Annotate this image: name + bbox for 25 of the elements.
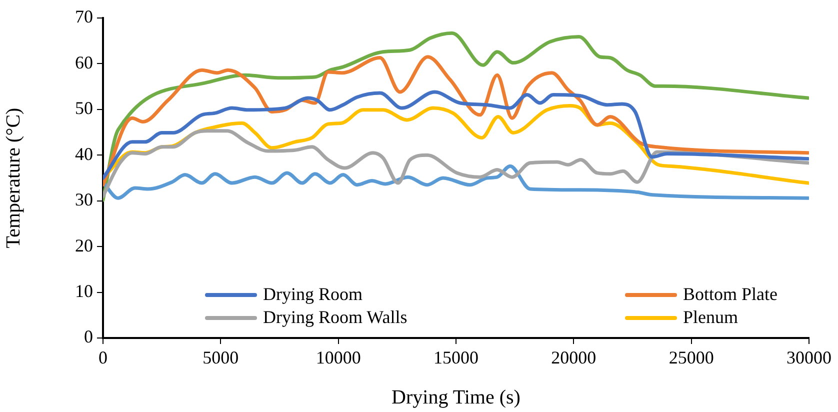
y-tick-label: 20 xyxy=(75,235,93,256)
y-axis-title: Temperature (°C) xyxy=(2,108,24,248)
legend-label: Bottom Plate xyxy=(683,284,778,305)
x-axis-title: Drying Time (s) xyxy=(392,386,520,408)
x-tick-label: 30000 xyxy=(786,348,832,368)
y-tick-label: 0 xyxy=(84,326,93,347)
legend-label: Drying Room Walls xyxy=(263,307,408,328)
line-series xyxy=(103,31,809,202)
y-tick-label: 10 xyxy=(75,281,93,302)
x-tick-label: 20000 xyxy=(551,348,596,368)
x-tick-label: 15000 xyxy=(434,348,478,368)
y-tick-label: 40 xyxy=(75,144,93,164)
line-series xyxy=(103,90,809,180)
legend-label: Plenum xyxy=(683,307,738,328)
legend-label: Drying Room xyxy=(263,284,363,305)
x-tick-label: 10000 xyxy=(316,348,361,368)
line-series xyxy=(103,55,809,187)
y-tick-label: 60 xyxy=(75,52,93,72)
x-tick-label: 25000 xyxy=(668,348,714,368)
y-tick-label: 70 xyxy=(75,6,93,27)
line-series xyxy=(103,164,809,200)
y-tick-label: 50 xyxy=(75,98,93,118)
x-tick-label: 0 xyxy=(98,348,108,368)
x-tick-label: 5000 xyxy=(202,348,239,368)
y-tick-label: 30 xyxy=(75,190,93,210)
